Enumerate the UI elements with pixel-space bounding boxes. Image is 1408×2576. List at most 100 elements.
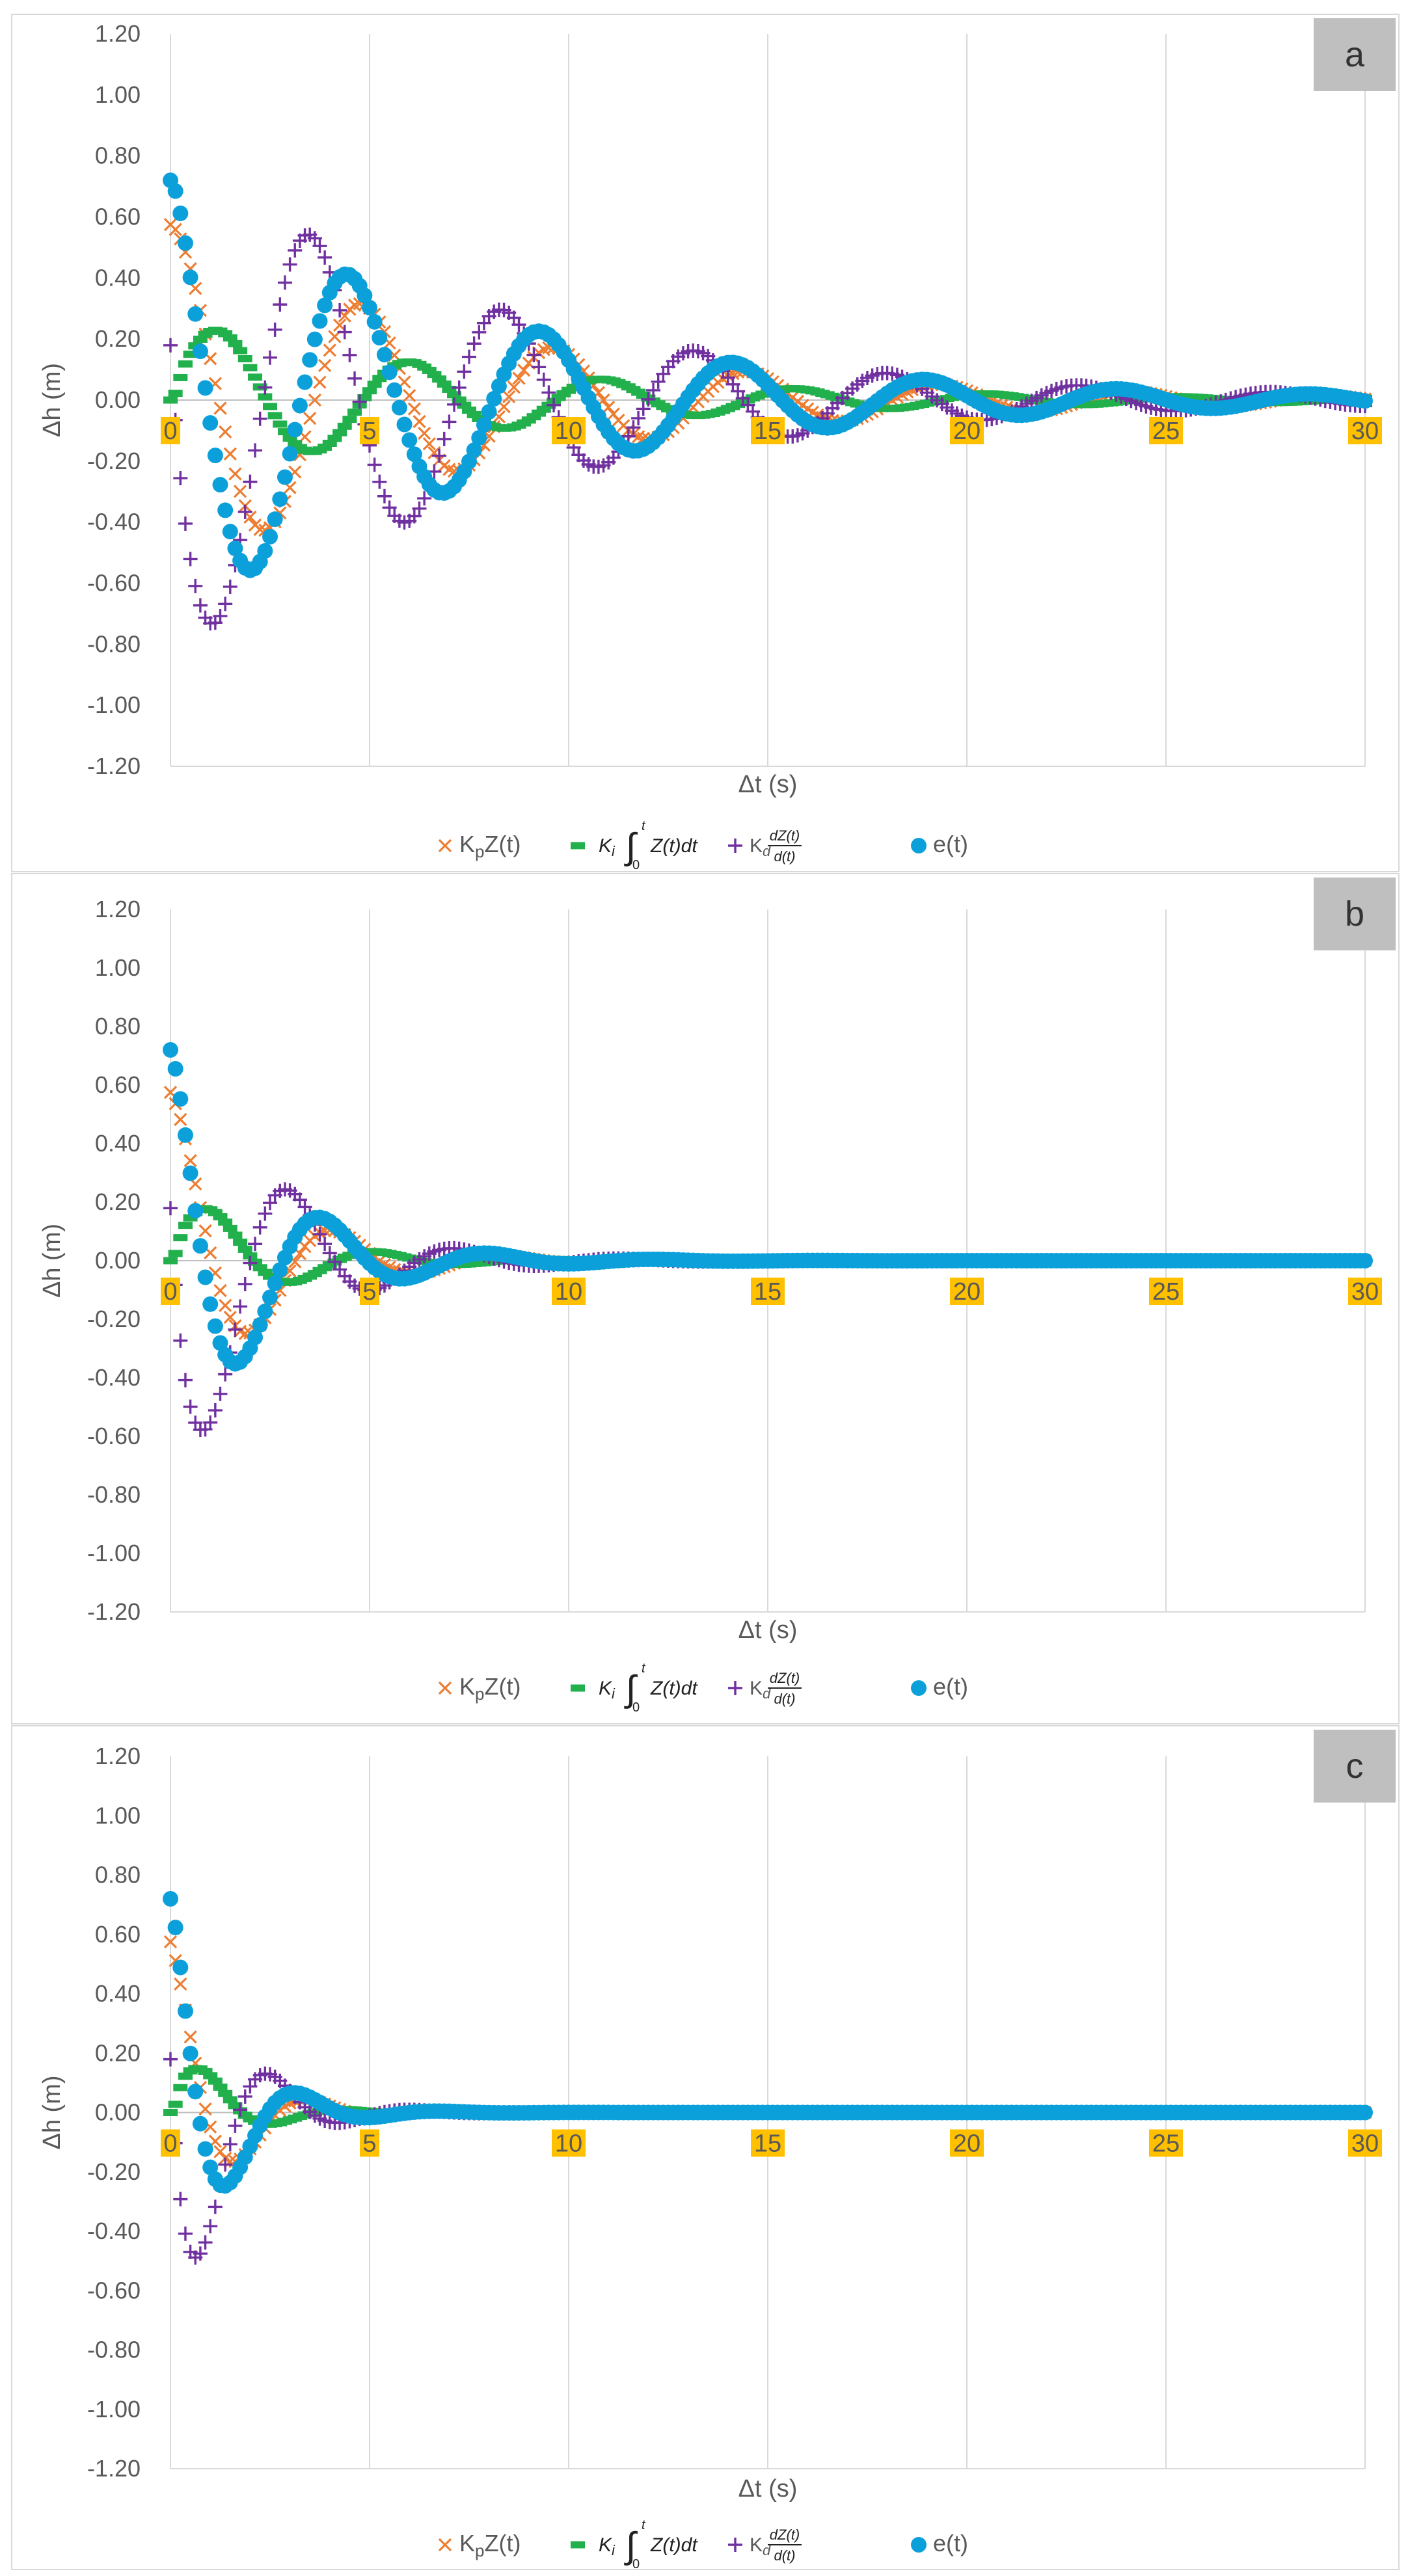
y-tick-label: 0.40 (95, 1980, 141, 2007)
data-point-e (192, 1238, 208, 1254)
data-point-e (386, 382, 403, 398)
x-tick-label: 25 (1152, 418, 1180, 445)
legend-ki-sub: i (612, 2542, 616, 2558)
data-point-e (282, 446, 298, 462)
data-point-e (366, 314, 383, 330)
x-tick-label: 30 (1351, 2130, 1379, 2158)
legend-marker-ki (571, 842, 585, 850)
data-point-kd (223, 2137, 237, 2152)
x-axis-title: Δt (s) (738, 2475, 798, 2502)
data-point-e (227, 541, 243, 557)
data-point-e (396, 416, 413, 433)
data-point-e (406, 446, 422, 463)
data-point-kd (626, 420, 641, 435)
data-point-ki (223, 2096, 237, 2104)
legend-kd-denominator: d(t) (774, 2547, 796, 2564)
data-point-kd (243, 1255, 258, 1270)
data-point-ki (536, 405, 551, 413)
panel-label-box (1314, 1730, 1396, 1803)
x-tick-label: 20 (953, 1278, 981, 1306)
data-point-kd (193, 2246, 208, 2261)
data-point-e (277, 469, 293, 485)
y-tick-label: 0.20 (95, 1188, 141, 1215)
data-point-kp (228, 467, 242, 481)
data-point-kd (263, 350, 277, 365)
data-point-ki (342, 416, 357, 423)
data-point-kd (467, 336, 481, 351)
data-point-kd (307, 231, 322, 246)
data-point-e (257, 543, 273, 559)
data-point-kp (219, 1298, 232, 1313)
data-point-kd (173, 471, 188, 486)
legend-ki-upper: t (642, 2518, 646, 2532)
data-point-e (466, 442, 482, 459)
data-point-kd (252, 411, 267, 426)
data-point-kp (174, 1112, 187, 1127)
data-point-kd (367, 457, 382, 472)
x-tick-label: 0 (163, 2130, 177, 2158)
y-tick-label: 0.80 (95, 1013, 141, 1040)
panel-frame (11, 14, 1400, 872)
data-point-kp (407, 402, 421, 416)
y-tick-label: 1.20 (95, 896, 141, 922)
data-point-ki (427, 371, 442, 379)
data-point-kd (432, 448, 447, 463)
y-tick-label: 0.80 (95, 1862, 141, 1888)
data-point-ki (198, 2067, 213, 2075)
data-point-ki (168, 390, 183, 397)
data-point-kd (228, 2118, 243, 2133)
legend-ki-sub: i (612, 1685, 616, 1702)
data-point-kd (636, 401, 651, 416)
y-tick-label: -0.40 (87, 1364, 141, 1391)
data-point-ki (243, 364, 258, 371)
legend-kp-sub: p (475, 842, 484, 861)
data-point-e (192, 343, 208, 360)
data-point-kd (641, 392, 656, 407)
data-point-kd (297, 1200, 312, 1214)
data-point-ki (213, 1213, 228, 1221)
y-tick-label: 0.40 (95, 1130, 141, 1157)
legend-kd-sub: d (763, 843, 771, 859)
panel-label: c (1346, 1747, 1364, 1786)
data-point-e (197, 1269, 213, 1285)
data-point-kp (507, 381, 521, 394)
data-point-kd (332, 302, 347, 317)
legend-label-ki: Ki (599, 835, 616, 859)
data-point-ki (233, 347, 248, 355)
data-point-kd (178, 2226, 193, 2241)
y-tick-label: -0.20 (87, 1306, 141, 1332)
legend-kd-main: K (750, 835, 763, 857)
data-point-e (192, 2115, 208, 2132)
data-point-kd (407, 509, 422, 524)
data-point-kp (219, 425, 232, 438)
y-tick-label: 0.60 (95, 1921, 141, 1948)
data-point-kp (517, 363, 531, 377)
data-point-kd (312, 239, 327, 254)
data-point-kd (318, 1237, 332, 1252)
x-tick-label: 0 (163, 1278, 177, 1306)
data-point-kd (208, 2199, 223, 2214)
y-tick-label: -0.40 (87, 509, 141, 535)
x-tick-label: 30 (1351, 1278, 1379, 1306)
data-point-e (177, 235, 193, 251)
data-point-ki (258, 1268, 273, 1276)
data-point-e (376, 347, 392, 363)
panel-label-box (1314, 18, 1396, 91)
legend-ki-lower: 0 (632, 1700, 640, 1715)
data-point-e (187, 1203, 204, 1219)
data-point-kd (263, 1196, 277, 1211)
data-point-kd (442, 414, 457, 429)
data-point-e (212, 477, 228, 493)
data-point-kd (417, 491, 432, 506)
legend-kd-main: K (750, 2534, 763, 2556)
data-point-e (172, 205, 189, 221)
data-point-kp (174, 1977, 187, 1991)
legend-label-kp: KpZ(t) (459, 2530, 521, 2560)
data-point-kd (447, 397, 462, 412)
data-point-e (187, 2084, 204, 2100)
legend-kd-main: K (750, 1678, 763, 1699)
data-point-e (381, 364, 398, 381)
data-point-kp (198, 1224, 212, 1238)
legend-kp-main: K (459, 831, 475, 857)
